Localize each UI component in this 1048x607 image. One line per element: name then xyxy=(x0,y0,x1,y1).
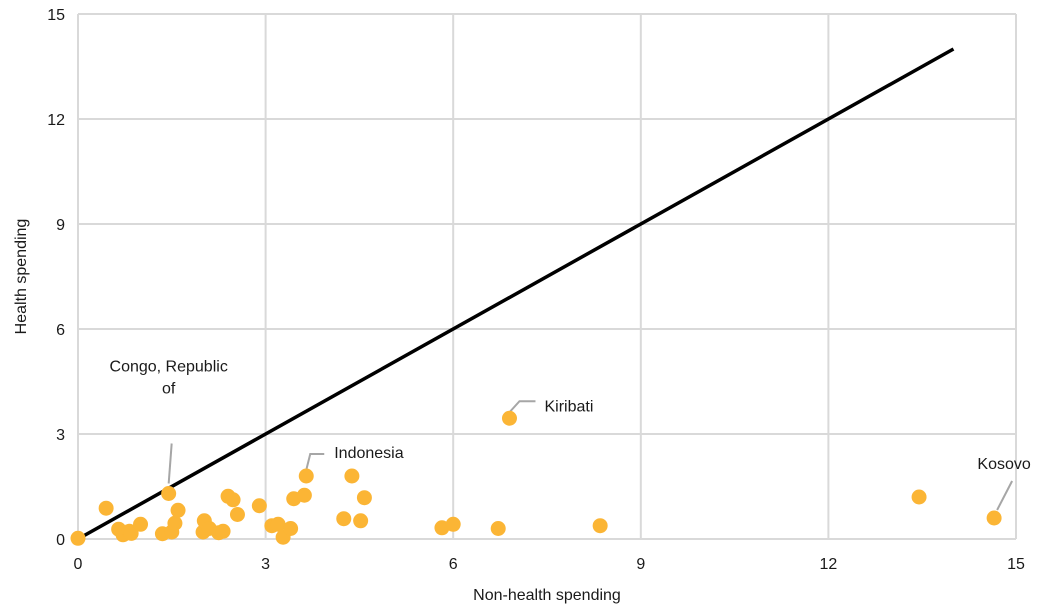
annotation-label: of xyxy=(162,381,176,398)
x-tick-label: 6 xyxy=(449,556,458,573)
annotation-leaders xyxy=(167,400,1013,511)
y-tick-label: 9 xyxy=(56,217,65,234)
y-axis-label: Health spending xyxy=(13,219,30,335)
data-point xyxy=(445,516,461,532)
grid xyxy=(77,13,1017,540)
annotation-label: Kiribati xyxy=(544,398,593,415)
annotation-leader xyxy=(167,443,173,484)
data-point xyxy=(270,516,286,532)
annotation-label: Kosovo xyxy=(977,456,1030,473)
annotations: Congo, Republic of Indonesia Kiribati Kosovo xyxy=(110,359,1031,474)
y-tick-label: 0 xyxy=(56,532,65,549)
data-point xyxy=(356,490,372,506)
x-tick-label: 0 xyxy=(74,556,83,573)
y-tick-label: 15 xyxy=(47,7,65,24)
y-tick-label: 6 xyxy=(56,322,65,339)
annotation-label: Indonesia xyxy=(334,445,403,462)
data-point xyxy=(336,511,352,527)
data-point xyxy=(986,510,1002,526)
data-point xyxy=(161,486,177,501)
annotation-label: Congo, Republic xyxy=(110,359,228,376)
data-point xyxy=(298,468,314,484)
x-axis-label: Non-health spending xyxy=(473,587,621,604)
data-point xyxy=(167,515,183,531)
y-tick-label: 3 xyxy=(56,427,65,444)
data-point xyxy=(296,487,312,503)
data-point xyxy=(283,521,299,536)
data-point xyxy=(434,520,450,536)
data-point xyxy=(170,502,186,518)
y-tick-label: 12 xyxy=(47,112,65,129)
x-tick-label: 15 xyxy=(1007,556,1025,573)
x-tick-label: 3 xyxy=(261,556,270,573)
data-point xyxy=(251,498,267,514)
data-points xyxy=(70,410,1002,546)
data-point xyxy=(229,507,245,522)
tick-labels: 0 3 6 9 12 15 0 3 6 9 12 15 xyxy=(47,7,1025,573)
data-point xyxy=(215,523,231,539)
annotation-leader xyxy=(508,400,536,413)
data-point xyxy=(592,518,608,534)
data-point xyxy=(133,516,149,532)
reference-line xyxy=(77,47,955,541)
data-point xyxy=(225,492,241,508)
data-point xyxy=(501,410,517,426)
x-tick-label: 9 xyxy=(636,556,645,573)
data-point xyxy=(123,525,139,541)
data-point xyxy=(344,468,360,484)
annotation-leader xyxy=(996,480,1013,511)
data-point xyxy=(353,513,369,529)
x-tick-label: 12 xyxy=(820,556,838,573)
data-point xyxy=(490,521,506,536)
annotation-leader xyxy=(305,453,325,471)
data-point xyxy=(98,500,114,516)
data-point xyxy=(70,530,86,546)
data-point xyxy=(911,489,927,505)
reference-line-group xyxy=(77,47,955,541)
